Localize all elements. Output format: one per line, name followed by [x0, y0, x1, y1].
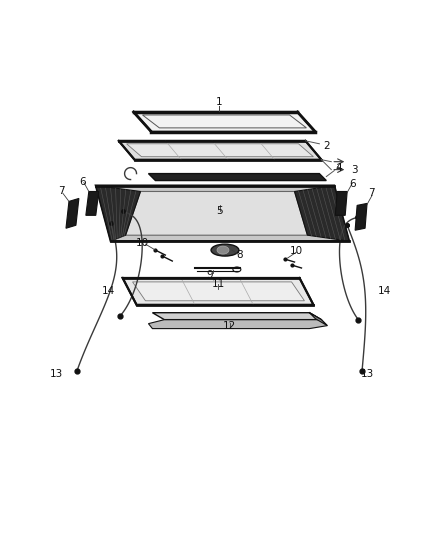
- Text: 1: 1: [215, 97, 223, 107]
- Text: 9: 9: [207, 270, 213, 280]
- Polygon shape: [355, 204, 367, 230]
- Text: 13: 13: [49, 369, 63, 379]
- Text: 8: 8: [237, 250, 243, 260]
- Text: 10: 10: [290, 246, 303, 256]
- Polygon shape: [123, 278, 314, 305]
- Polygon shape: [294, 185, 349, 241]
- Text: 12: 12: [223, 321, 237, 330]
- Polygon shape: [148, 320, 327, 329]
- Text: 2: 2: [323, 141, 330, 151]
- Ellipse shape: [217, 246, 229, 254]
- Text: 14: 14: [377, 286, 391, 296]
- Text: 6: 6: [349, 179, 356, 189]
- Ellipse shape: [211, 244, 239, 256]
- Polygon shape: [133, 282, 304, 301]
- Polygon shape: [127, 144, 314, 157]
- Polygon shape: [309, 313, 327, 326]
- Text: 13: 13: [360, 369, 374, 379]
- Polygon shape: [86, 191, 99, 215]
- Polygon shape: [96, 185, 349, 241]
- Text: 5: 5: [217, 206, 223, 216]
- Polygon shape: [148, 174, 326, 181]
- Text: 11: 11: [212, 279, 225, 289]
- Polygon shape: [335, 191, 347, 215]
- Text: 7: 7: [58, 187, 64, 197]
- Text: 4: 4: [336, 163, 343, 173]
- Text: 10: 10: [136, 238, 149, 248]
- Polygon shape: [134, 112, 315, 132]
- Polygon shape: [119, 141, 321, 160]
- Polygon shape: [96, 185, 141, 241]
- Polygon shape: [126, 191, 307, 235]
- Polygon shape: [66, 198, 79, 228]
- Text: 3: 3: [351, 165, 357, 175]
- Polygon shape: [152, 313, 321, 320]
- Text: 7: 7: [368, 189, 374, 198]
- Text: 6: 6: [80, 176, 86, 187]
- Text: 14: 14: [102, 286, 115, 296]
